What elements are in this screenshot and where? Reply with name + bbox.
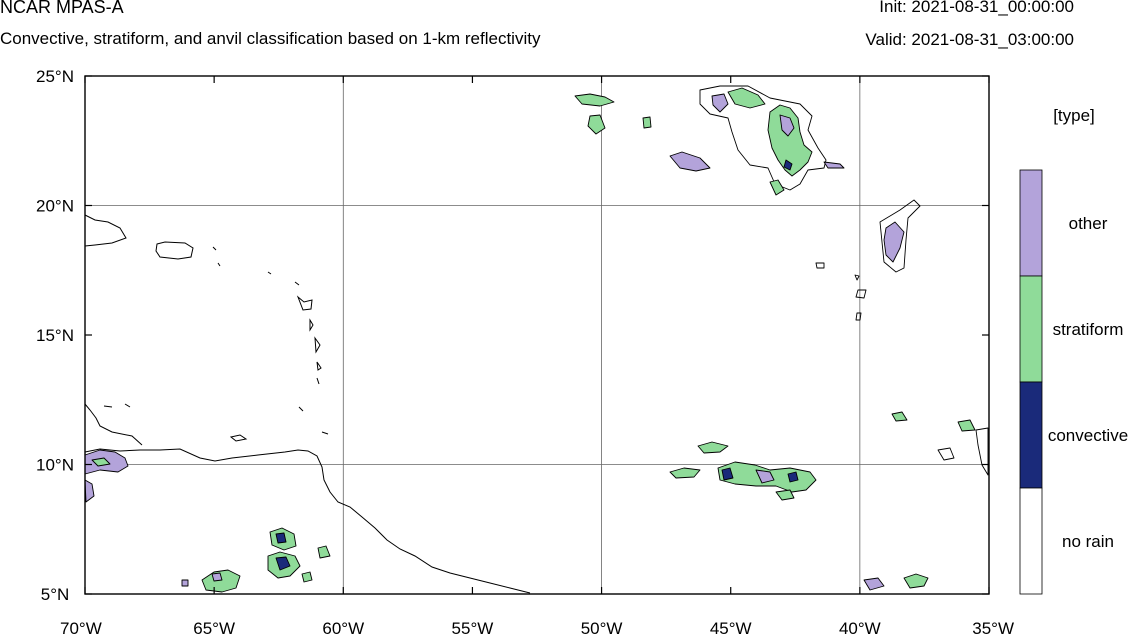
rain-cell-stratiform xyxy=(587,114,606,135)
rain-cell-other xyxy=(211,572,223,582)
rain-cell-convective xyxy=(275,556,291,571)
legend-swatch xyxy=(1019,381,1043,489)
venezuela-coast-north xyxy=(84,403,143,446)
y-tick-label: 20°N xyxy=(36,197,74,216)
gridlines xyxy=(85,76,989,594)
axis-ticks: 70°W 65°W 60°W 55°W 50°W 45°W 40°W 35°W 25°N 20°N… xyxy=(36,67,1014,638)
x-tick-label: 35°W xyxy=(972,619,1014,638)
y-tick-label: 15°N xyxy=(36,326,74,345)
x-tick-label: 55°W xyxy=(452,619,494,638)
trinidad xyxy=(229,434,248,442)
rain-cell-other xyxy=(863,577,885,591)
rain-cell-anvil xyxy=(699,85,827,191)
rain-cell-stratiform xyxy=(697,441,729,454)
x-tick-label: 50°W xyxy=(581,619,623,638)
legend-label: stratiform xyxy=(1053,320,1124,339)
init-time: Init: 2021-08-31_00:00:00 xyxy=(879,0,1074,16)
rain-cell-convective xyxy=(783,159,793,171)
rain-cell-convective xyxy=(275,532,287,544)
rain-cell-stratiform xyxy=(669,467,701,479)
rain-cell-convective xyxy=(721,467,799,483)
legend: [type] other stratiform convective no rain xyxy=(1019,106,1128,595)
rain-cell-other xyxy=(755,469,775,484)
y-tick-label: 5°N xyxy=(41,585,70,604)
rain-cell-other xyxy=(84,479,95,503)
map-frame xyxy=(84,75,990,595)
map-title: NCAR MPAS-A xyxy=(0,0,124,17)
rain-cell-stratiform xyxy=(903,573,929,589)
x-tick-label: 60°W xyxy=(322,619,364,638)
south-america-coastline xyxy=(84,448,531,594)
rain-cell-stratiform xyxy=(957,419,976,432)
rain-cell-other xyxy=(669,151,711,172)
rain-cell-anvil xyxy=(879,199,921,273)
rain-cell-stratiform xyxy=(891,411,908,422)
rain-cell-other xyxy=(823,161,845,169)
rain-cell-stratiform xyxy=(642,116,652,129)
y-tick-label: 10°N xyxy=(36,456,74,475)
lesser-antilles xyxy=(296,295,329,435)
valid-time: Valid: 2021-08-31_03:00:00 xyxy=(865,30,1074,49)
legend-title: [type] xyxy=(1053,106,1095,125)
legend-swatch xyxy=(1019,275,1043,383)
rain-cell-stratiform xyxy=(767,104,813,177)
legend-swatch xyxy=(1019,487,1043,595)
legend-swatch xyxy=(1019,169,1043,277)
islands-small xyxy=(103,246,300,408)
rain-cell-stratiform xyxy=(727,87,766,109)
rain-cell-stratiform xyxy=(201,569,241,593)
rain-cell-other xyxy=(711,93,729,113)
map-subtitle: Convective, stratiform, and anvil classi… xyxy=(0,29,541,48)
legend-label: convective xyxy=(1048,426,1128,445)
x-tick-label: 70°W xyxy=(60,619,102,638)
rain-cell-stratiform xyxy=(317,545,331,559)
rain-cell-stratiform xyxy=(769,179,785,196)
rain-cell-anvil xyxy=(937,427,989,476)
x-tick-label: 45°W xyxy=(710,619,752,638)
rain-cell-stratiform xyxy=(91,457,111,467)
rain-cell-stratiform xyxy=(775,489,795,501)
rain-cell-other xyxy=(181,579,189,587)
rain-cell-stratiform xyxy=(574,93,615,107)
rain-cell-anvil xyxy=(815,262,867,321)
legend-label: no rain xyxy=(1062,532,1114,551)
legend-label: other xyxy=(1069,214,1108,233)
rain-cell-other xyxy=(883,221,905,263)
x-tick-label: 65°W xyxy=(193,619,235,638)
coastlines xyxy=(84,214,531,594)
puerto-rico-island xyxy=(155,241,194,260)
puerto-rico-hispaniola xyxy=(84,214,127,247)
rain-cells xyxy=(84,85,989,593)
x-tick-label: 40°W xyxy=(839,619,881,638)
rain-cell-stratiform xyxy=(301,571,313,583)
y-tick-label: 25°N xyxy=(36,67,74,86)
rain-cell-other xyxy=(779,114,795,137)
